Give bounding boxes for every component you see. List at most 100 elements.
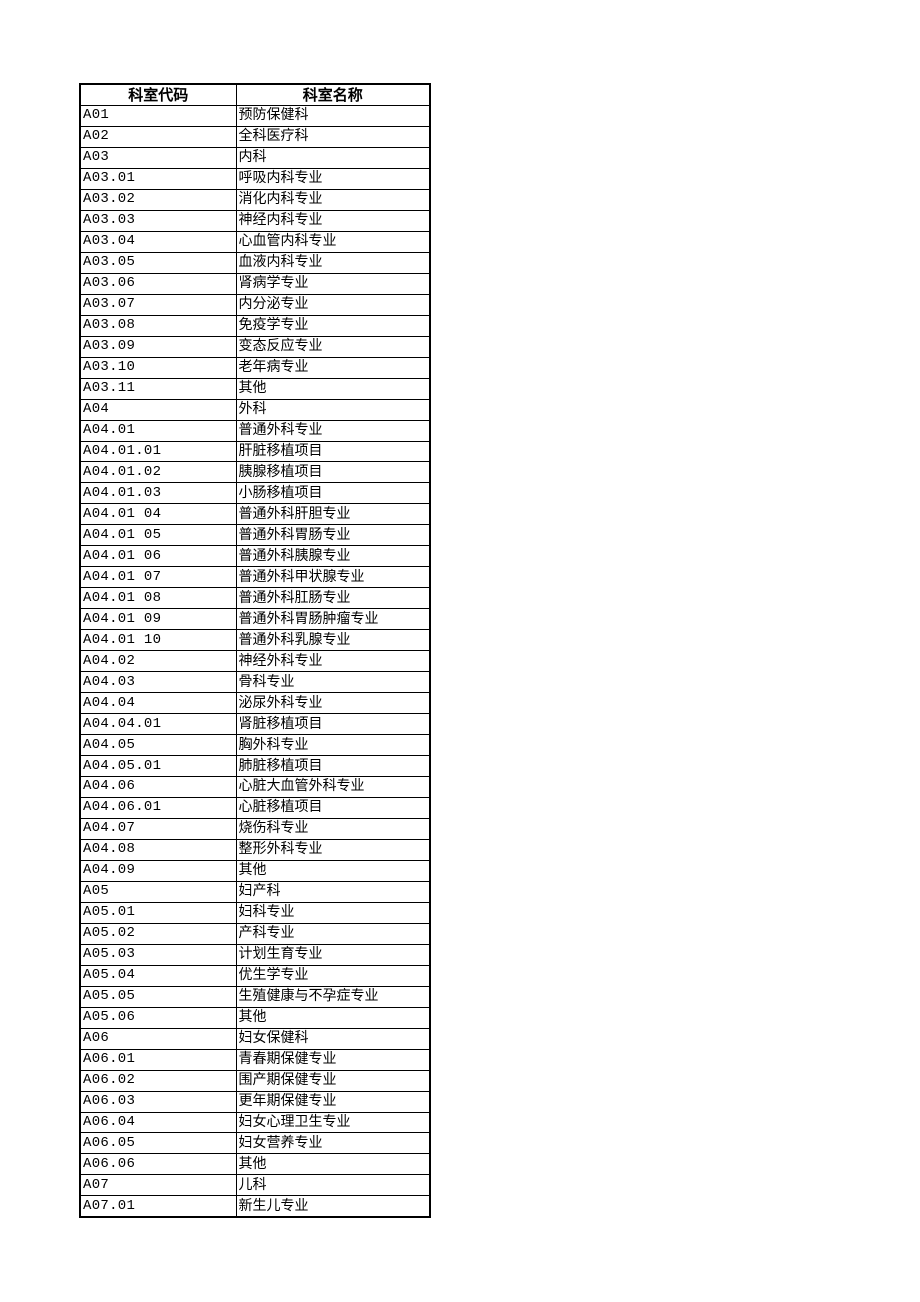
table-row: A04.01.02 胰腺移植项目 — [79, 461, 431, 484]
department-code-cell: A05.02 — [79, 922, 237, 945]
table-row: A04.06 心脏大血管外科专业 — [79, 776, 431, 798]
department-name-cell: 普通外科专业 — [235, 419, 431, 442]
department-name-cell: 血液内科专业 — [235, 251, 431, 274]
table-row: A06.04 妇女心理卫生专业 — [79, 1111, 431, 1134]
department-code-cell: A03.08 — [79, 314, 237, 337]
department-code-cell: A04.01 06 — [79, 545, 237, 568]
table-row: A05.02 产科专业 — [79, 922, 431, 945]
department-name-cell: 整形外科专业 — [235, 838, 431, 861]
table-row: A02 全科医疗科 — [79, 125, 431, 148]
department-code-cell: A04 — [79, 398, 237, 421]
department-code-cell: A03.05 — [79, 251, 237, 274]
table-row: A04.01 05 普通外科胃肠专业 — [79, 524, 431, 547]
department-name-cell: 肺脏移植项目 — [235, 755, 431, 777]
table-row: A04.01 06 普通外科胰腺专业 — [79, 545, 431, 568]
department-name-cell: 心脏移植项目 — [235, 796, 431, 819]
department-code-cell: A07.01 — [79, 1195, 237, 1218]
department-code-cell: A04.05 — [79, 734, 237, 757]
table-row: A03.05 血液内科专业 — [79, 251, 431, 274]
department-code-cell: A06.05 — [79, 1132, 237, 1155]
table-row: A03.10 老年病专业 — [79, 356, 431, 379]
department-name-cell: 生殖健康与不孕症专业 — [235, 985, 431, 1008]
department-name-cell: 心血管内科专业 — [235, 230, 431, 253]
department-name-cell: 普通外科胃肠专业 — [235, 524, 431, 547]
department-code-cell: A05.05 — [79, 985, 237, 1008]
department-name-cell: 神经外科专业 — [235, 650, 431, 673]
department-name-cell: 儿科 — [235, 1174, 431, 1197]
table-row: A03.09 变态反应专业 — [79, 335, 431, 358]
department-name-cell: 泌尿外科专业 — [235, 692, 431, 715]
table-row: A04.01 04 普通外科肝胆专业 — [79, 503, 431, 526]
department-name-cell: 胰腺移植项目 — [235, 461, 431, 484]
department-code-cell: A03.04 — [79, 230, 237, 253]
department-name-cell: 普通外科乳腺专业 — [235, 629, 431, 652]
department-name-cell: 免疫学专业 — [235, 314, 431, 337]
department-name-cell: 普通外科甲状腺专业 — [235, 566, 431, 589]
department-name-cell: 消化内科专业 — [235, 188, 431, 211]
table-row: A03.08 免疫学专业 — [79, 314, 431, 337]
department-name-cell: 优生学专业 — [235, 964, 431, 987]
table-row: A04.05.01 肺脏移植项目 — [79, 755, 431, 777]
department-name-cell: 肾脏移植项目 — [235, 713, 431, 736]
table-row: A06.06 其他 — [79, 1153, 431, 1176]
department-code-cell: A05.04 — [79, 964, 237, 987]
table-row: A04.06.01 心脏移植项目 — [79, 796, 431, 819]
department-code-cell: A06.04 — [79, 1111, 237, 1134]
table-row: A05.06 其他 — [79, 1006, 431, 1029]
table-row: A06.02 围产期保健专业 — [79, 1069, 431, 1092]
department-code-cell: A04.01 08 — [79, 587, 237, 610]
table-row: A04.02 神经外科专业 — [79, 650, 431, 673]
table-row: A04.01.01 肝脏移植项目 — [79, 440, 431, 463]
table-row: A05.03 计划生育专业 — [79, 943, 431, 966]
department-code-cell: A04.01 — [79, 419, 237, 442]
table-row: A05.04 优生学专业 — [79, 964, 431, 987]
department-name-cell: 呼吸内科专业 — [235, 167, 431, 190]
department-code-cell: A04.01.02 — [79, 461, 237, 484]
department-name-cell: 内科 — [235, 146, 431, 169]
department-code-cell: A06.01 — [79, 1048, 237, 1071]
table-row: A03.03 神经内科专业 — [79, 209, 431, 232]
department-name-cell: 其他 — [235, 377, 431, 400]
department-name-cell: 妇女保健科 — [235, 1027, 431, 1050]
table-row: A01 预防保健科 — [79, 105, 431, 127]
department-code-cell: A05.01 — [79, 901, 237, 924]
table-row: A04.09 其他 — [79, 859, 431, 882]
table-row: A04.04.01 肾脏移植项目 — [79, 713, 431, 736]
department-code-cell: A06.03 — [79, 1090, 237, 1113]
department-name-cell: 老年病专业 — [235, 356, 431, 379]
table-row: A06 妇女保健科 — [79, 1027, 431, 1050]
department-code-cell: A03.07 — [79, 293, 237, 316]
table-row: A07 儿科 — [79, 1174, 431, 1197]
department-code-cell: A03.10 — [79, 356, 237, 379]
department-code-cell: A06.02 — [79, 1069, 237, 1092]
department-code-cell: A04.01 07 — [79, 566, 237, 589]
table-row: A03.01 呼吸内科专业 — [79, 167, 431, 190]
table-row: A04.01 08 普通外科肛肠专业 — [79, 587, 431, 610]
department-code-cell: A05.06 — [79, 1006, 237, 1029]
department-code-cell: A03.01 — [79, 167, 237, 190]
department-code-cell: A04.07 — [79, 817, 237, 840]
department-code-cell: A03 — [79, 146, 237, 169]
department-name-cell: 妇女营养专业 — [235, 1132, 431, 1155]
department-name-cell: 普通外科肛肠专业 — [235, 587, 431, 610]
department-name-cell: 其他 — [235, 1153, 431, 1176]
table-row: A03.02 消化内科专业 — [79, 188, 431, 211]
table-row: A04.04 泌尿外科专业 — [79, 692, 431, 715]
table-row: A04.01.03 小肠移植项目 — [79, 482, 431, 505]
table-row: A05 妇产科 — [79, 880, 431, 903]
department-code-cell: A04.01.01 — [79, 440, 237, 463]
department-code-cell: A04.09 — [79, 859, 237, 882]
department-code-cell: A04.01 09 — [79, 608, 237, 631]
table-row: A03.07 内分泌专业 — [79, 293, 431, 316]
department-code-cell: A03.02 — [79, 188, 237, 211]
table-body: A01 预防保健科 A02 全科医疗科 A03 内科 A03.01 呼吸内科专业 A03.02 消… — [79, 105, 431, 1218]
department-name-cell: 烧伤科专业 — [235, 817, 431, 840]
department-name-cell: 神经内科专业 — [235, 209, 431, 232]
department-code-cell: A07 — [79, 1174, 237, 1197]
department-code-cell: A02 — [79, 125, 237, 148]
department-code-table: 科室代码 科室名称 A01 预防保健科 A02 全科医疗科 A03 内科 A03.01 呼吸内… — [79, 83, 431, 1219]
department-name-cell: 胸外科专业 — [235, 734, 431, 757]
department-name-cell: 肾病学专业 — [235, 272, 431, 295]
department-code-cell: A04.01 05 — [79, 524, 237, 547]
department-code-cell: A04.01 04 — [79, 503, 237, 526]
